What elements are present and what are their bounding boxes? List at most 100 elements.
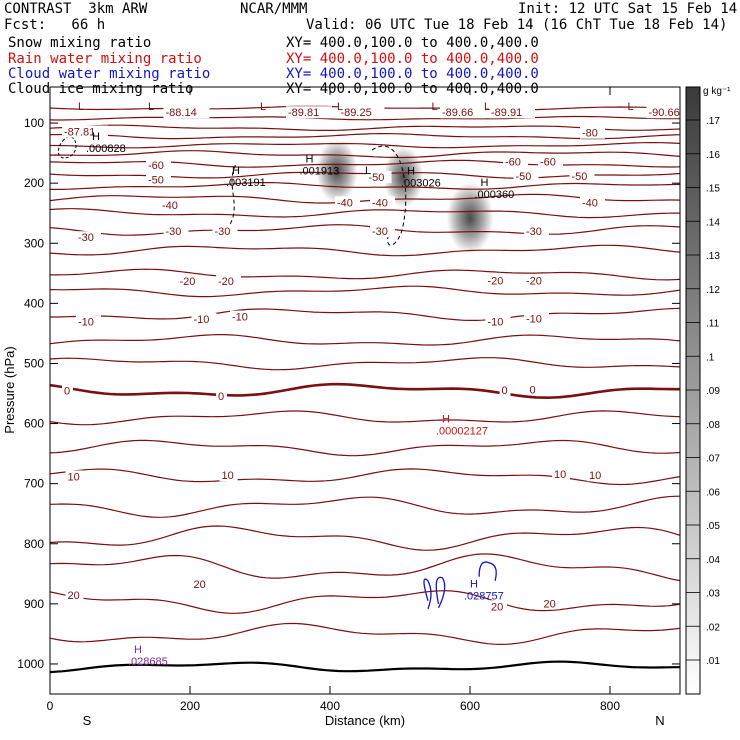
contour-label-bg — [580, 196, 605, 209]
isotherm-line — [50, 660, 680, 674]
extremum-value: .001913 — [300, 166, 340, 178]
header-title: CONTRAST 3km ARW — [4, 1, 148, 17]
cloud-contours — [57, 136, 497, 610]
header-fcst: Fcst: 66 h — [4, 17, 106, 33]
contour-label: -60 — [148, 160, 164, 172]
extremum-marker: H — [442, 413, 450, 425]
contour-label: -40 — [162, 200, 178, 212]
contour-label-bg — [370, 225, 395, 238]
contour-label: 10 — [68, 471, 80, 483]
legend-label-cloud-ice: Cloud ice mixing ratio — [8, 81, 194, 97]
extremum-marker: H — [481, 177, 489, 189]
x-tick-label: 600 — [460, 699, 480, 713]
contour-label-bg — [440, 106, 486, 119]
contour-label-bg — [160, 198, 185, 211]
isotherm-line — [50, 150, 680, 159]
contour-label: -89.81 — [288, 107, 319, 119]
contour-label-bg — [191, 578, 210, 591]
contour-labels: -87.81 -88.14 -89.81 -89.25 -89.66 -89.91 -90.… — [62, 106, 693, 613]
contour-label: -10 — [232, 312, 248, 324]
isotherm-line — [50, 382, 680, 400]
isotherm-line — [50, 142, 680, 149]
colorbar-label: .02 — [706, 622, 720, 633]
colorbar-label: .15 — [706, 184, 720, 195]
contour-label-bg — [62, 125, 108, 138]
contour-label: -89.66 — [442, 107, 473, 119]
snow-maximum — [383, 146, 424, 208]
colorbar-label: .04 — [706, 555, 720, 566]
extremum-value: .028685 — [128, 656, 168, 668]
contour-label: -30 — [166, 226, 182, 238]
contour-label: -20 — [180, 276, 196, 288]
contour-label: 20 — [544, 598, 556, 610]
contour-label: -50 — [148, 175, 164, 187]
contour-label-bg — [513, 169, 539, 182]
y-tick-label: 300 — [24, 236, 44, 250]
contour-label: -60 — [540, 157, 556, 169]
extremum-marker: H — [407, 166, 415, 178]
colorbar-label: .11 — [706, 319, 720, 330]
colorbar-label: .17 — [706, 116, 720, 127]
contour-label: -10 — [488, 316, 504, 328]
extremum-marker: H — [470, 579, 478, 591]
colorbar-label: .12 — [706, 285, 720, 296]
extremum-marker: L — [260, 101, 266, 113]
colorbar-label: .08 — [706, 420, 720, 431]
colorbar-label: .03 — [706, 589, 720, 600]
colorbar-label: .05 — [706, 521, 720, 532]
cloud-water-contour — [423, 561, 497, 610]
snow-maximum — [446, 182, 494, 254]
y-tick-label: 1000 — [17, 657, 44, 671]
legend-label-rain: Rain water mixing ratio — [8, 51, 202, 67]
y-tick-label: 800 — [24, 537, 44, 551]
isotherm-line — [50, 525, 680, 551]
legend-xy-cloud-water: XY= 400.0,100.0 to 400.0,400.0 — [286, 66, 539, 82]
contour-label: -10 — [194, 314, 210, 326]
contour-label: 0 — [218, 391, 224, 403]
colorbar-label: .07 — [706, 454, 720, 465]
contour-label-bg — [587, 469, 605, 482]
contour-label: -89.25 — [341, 107, 372, 119]
contour-label: 20 — [68, 590, 80, 602]
contour-label-bg — [485, 315, 511, 328]
colorbar-label: .06 — [706, 487, 720, 498]
contour-label-bg — [163, 106, 210, 119]
contour-label-bg — [146, 173, 171, 186]
contour-label: -60 — [505, 157, 521, 169]
colorbar-label: .16 — [706, 150, 720, 161]
contour-label-bg — [76, 315, 101, 328]
contour-label: -40 — [337, 197, 353, 209]
y-tick-label: 100 — [24, 116, 44, 130]
contour-label-bg — [76, 231, 101, 244]
cloud-ice-contour — [229, 145, 407, 246]
contour-label-bg — [366, 171, 392, 184]
colorbar-label: .14 — [706, 217, 720, 228]
contour-label-bg — [62, 384, 73, 397]
colorbar-ramp — [685, 86, 701, 695]
isotherm-line — [50, 357, 680, 371]
contour-label: -20 — [488, 276, 504, 288]
extremum-marker: L — [337, 101, 343, 113]
isotherm-line — [50, 133, 680, 140]
contour-label: -30 — [78, 232, 94, 244]
contour-label-bg — [485, 274, 511, 287]
contour-label: -88.14 — [166, 107, 197, 119]
contour-label: -20 — [218, 276, 234, 288]
contour-label: 20 — [194, 579, 206, 591]
contour-label-bg — [212, 225, 238, 238]
extremum-value: .028757 — [464, 591, 504, 603]
extremum-marker: H — [232, 165, 240, 177]
contour-label-bg — [335, 196, 360, 209]
y-tick-label: 400 — [24, 296, 44, 310]
isotherm-line — [50, 622, 680, 646]
contour-label-bg — [524, 312, 549, 325]
colorbar-label: .01 — [706, 656, 720, 667]
isotherm-line — [50, 439, 680, 457]
contour-label: -10 — [78, 316, 94, 328]
contour-label-bg — [230, 310, 255, 323]
y-tick-label: 600 — [24, 417, 44, 431]
contour-label-bg — [538, 155, 563, 168]
extremum-value: .000828 — [86, 143, 126, 155]
extremum-value: .000360 — [475, 189, 515, 201]
contour-label: -10 — [526, 313, 542, 325]
